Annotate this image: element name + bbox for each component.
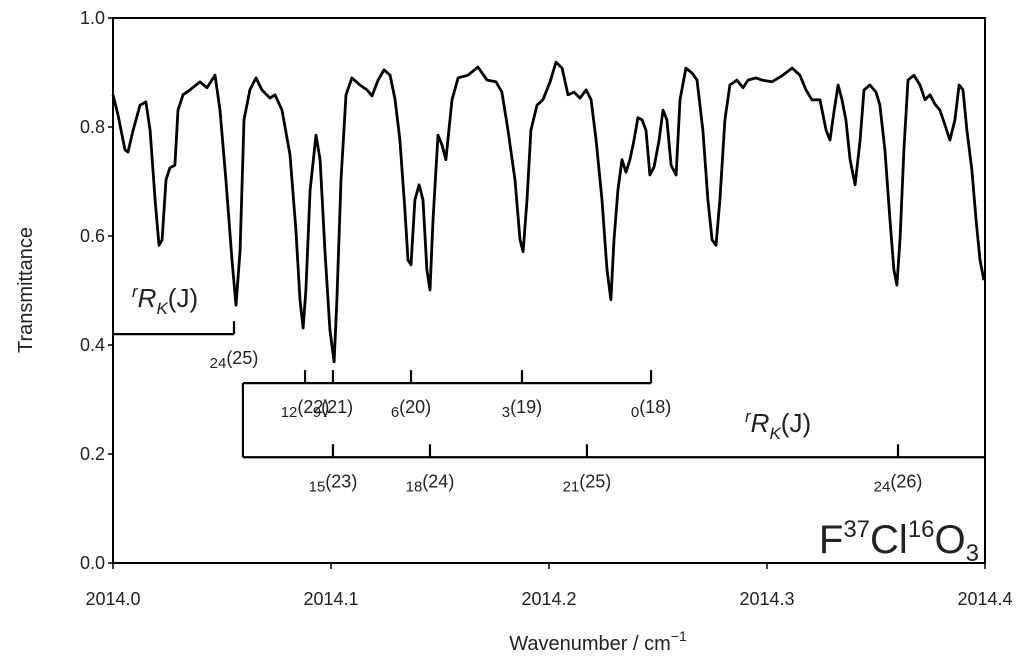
ladder-k: 24 (210, 355, 227, 372)
ladder-title: rRK(J) (745, 407, 811, 443)
ladder-k: 21 (563, 478, 580, 495)
x-axis-label: Wavenumber / cm−1 (509, 628, 687, 655)
x-tick-label: 2014.0 (85, 589, 140, 609)
ladder-j: (20) (399, 397, 431, 417)
x-tick-label: 2014.1 (303, 589, 358, 609)
ladder-j: (26) (890, 471, 922, 491)
spectrum-line (111, 60, 986, 364)
ladder-title-main: R (138, 283, 157, 313)
ladder-title-main: R (751, 408, 770, 438)
ladder-k: 9 (313, 404, 321, 421)
ladder-title-sub: K (156, 299, 168, 318)
y-tick-label: 0.2 (80, 444, 105, 464)
y-tick-label: 0.8 (80, 117, 105, 137)
ladder-label: 18(24) (406, 471, 455, 495)
ladder-k: 6 (391, 404, 399, 421)
ladder-k: 12 (281, 404, 298, 421)
ladder-k: 0 (631, 404, 639, 421)
y-tick-label: 1.0 (80, 8, 105, 28)
ladder-j: (23) (325, 471, 357, 491)
ladder-j: (18) (639, 397, 671, 417)
ladder-title-rest: (J) (168, 283, 198, 313)
molecule-part: Cl (870, 518, 908, 562)
ladder-label: 24(26) (874, 471, 923, 495)
y-axis-label: Transmittance (15, 227, 37, 353)
molecule-label: F37Cl16O3 (819, 516, 979, 567)
y-tick-label: 0.4 (80, 335, 105, 355)
plot-frame (112, 17, 986, 564)
ladder-k: 24 (874, 478, 891, 495)
ladder-j: (21) (321, 397, 353, 417)
molecule-part: O (935, 518, 966, 562)
y-tick-label: 0.6 (80, 226, 105, 246)
ladder-k: 15 (309, 478, 326, 495)
ladder-j: (24) (422, 471, 454, 491)
ladder-title-sup: r (132, 282, 139, 301)
ladder-label: 21(25) (563, 471, 612, 495)
ladder-label: 15(23) (309, 471, 358, 495)
ladder-k: 3 (502, 404, 510, 421)
ladder-label: 24(25) (210, 348, 259, 372)
molecule-part: 37 (843, 516, 870, 543)
ladder-title-rest: (J) (781, 408, 811, 438)
molecule-part: F (819, 518, 843, 562)
ladder-label: 12(22) (281, 397, 330, 421)
ladder-k: 18 (406, 478, 423, 495)
ladder-label: 0(18) (631, 397, 671, 421)
ladder-label: 6(20) (391, 397, 431, 421)
ladder-title: rRK(J) (132, 282, 198, 318)
ladder-title-sup: r (745, 407, 752, 426)
x-axis-label-sup: −1 (671, 628, 687, 644)
ladder-j: (25) (226, 348, 258, 368)
ladder-j: (25) (579, 471, 611, 491)
x-tick-label: 2014.3 (739, 589, 794, 609)
ladder-j: (19) (510, 397, 542, 417)
ladder-label: 9(21) (313, 397, 353, 421)
molecule-part: 16 (908, 516, 935, 543)
ladder-label: 3(19) (502, 397, 542, 421)
y-tick-label: 0.0 (80, 553, 105, 573)
x-tick-label: 2014.4 (957, 589, 1012, 609)
x-tick-label: 2014.2 (521, 589, 576, 609)
x-axis-label-main: Wavenumber / cm (509, 633, 671, 655)
ladder-j: (22) (297, 397, 329, 417)
ladder-title-sub: K (769, 424, 781, 443)
molecule-part: 3 (966, 540, 979, 567)
